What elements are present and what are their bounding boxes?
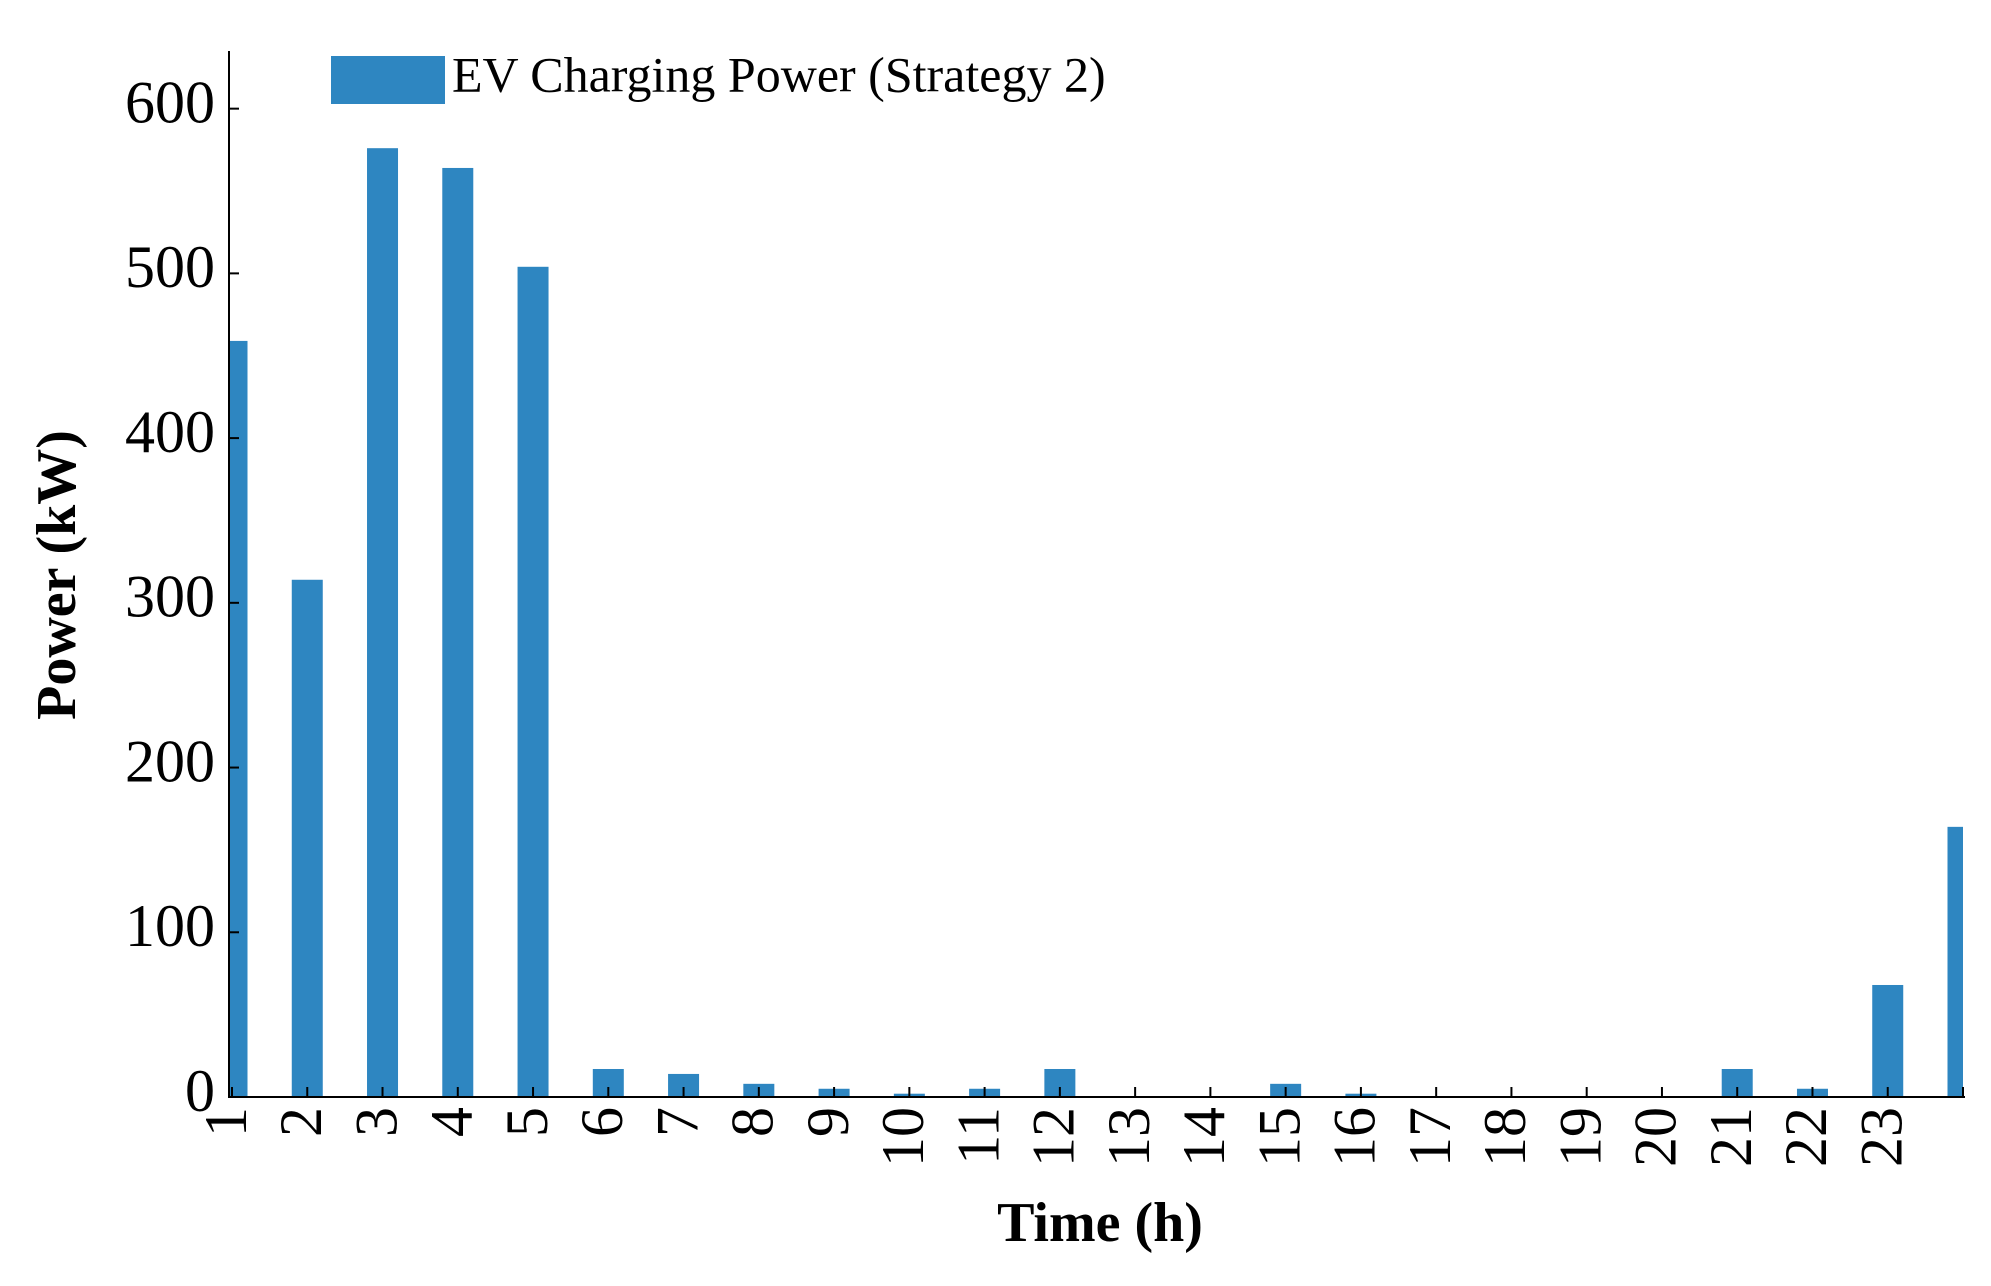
y-tick-label: 300 xyxy=(125,564,215,630)
x-tick-label: 4 xyxy=(419,1107,485,1137)
x-tick-label: 2 xyxy=(268,1107,334,1137)
x-tick-label: 11 xyxy=(945,1107,1011,1165)
x-tick-label: 3 xyxy=(343,1107,409,1137)
bar xyxy=(1872,984,1904,1097)
y-tick-label: 500 xyxy=(125,234,215,300)
y-tick-label: 200 xyxy=(125,728,215,794)
legend-swatch xyxy=(331,56,445,104)
y-axis-title: Power (kW) xyxy=(26,430,88,720)
bar xyxy=(229,340,248,1098)
x-tick-label: 23 xyxy=(1849,1107,1915,1167)
x-tick-label: 17 xyxy=(1397,1107,1463,1167)
x-tick-label: 19 xyxy=(1547,1107,1613,1167)
x-tick-label: 14 xyxy=(1171,1107,1237,1167)
x-tick-label: 10 xyxy=(870,1107,936,1167)
bar xyxy=(291,579,323,1097)
bar xyxy=(1947,826,1963,1097)
x-tick-label: 8 xyxy=(720,1107,786,1137)
x-tick-label: 16 xyxy=(1322,1107,1388,1167)
bar xyxy=(668,1073,700,1097)
x-tick-label: 20 xyxy=(1623,1107,1689,1167)
plot-area xyxy=(229,148,1963,1098)
x-tick-label: 7 xyxy=(644,1107,710,1137)
legend-label: EV Charging Power (Strategy 2) xyxy=(452,46,1106,102)
y-tick-label: 0 xyxy=(185,1058,215,1124)
bar xyxy=(517,266,549,1098)
x-tick-label: 13 xyxy=(1096,1107,1162,1167)
x-tick-label: 18 xyxy=(1472,1107,1538,1167)
x-tick-label: 21 xyxy=(1698,1107,1764,1167)
x-tick-label: 5 xyxy=(494,1107,560,1137)
x-tick-label: 9 xyxy=(795,1107,861,1137)
y-tick-label: 400 xyxy=(125,399,215,465)
x-tick-label: 22 xyxy=(1773,1107,1839,1167)
bar xyxy=(367,148,399,1098)
y-tick-label: 600 xyxy=(125,69,215,135)
x-tick-label: 6 xyxy=(569,1107,635,1137)
y-tick-label: 100 xyxy=(125,893,215,959)
x-axis-title: Time (h) xyxy=(997,1192,1203,1254)
x-tick-label: 15 xyxy=(1246,1107,1312,1167)
x-tick-label: 12 xyxy=(1021,1107,1087,1167)
x-tick-label: 1 xyxy=(193,1107,259,1137)
bar xyxy=(442,167,474,1097)
